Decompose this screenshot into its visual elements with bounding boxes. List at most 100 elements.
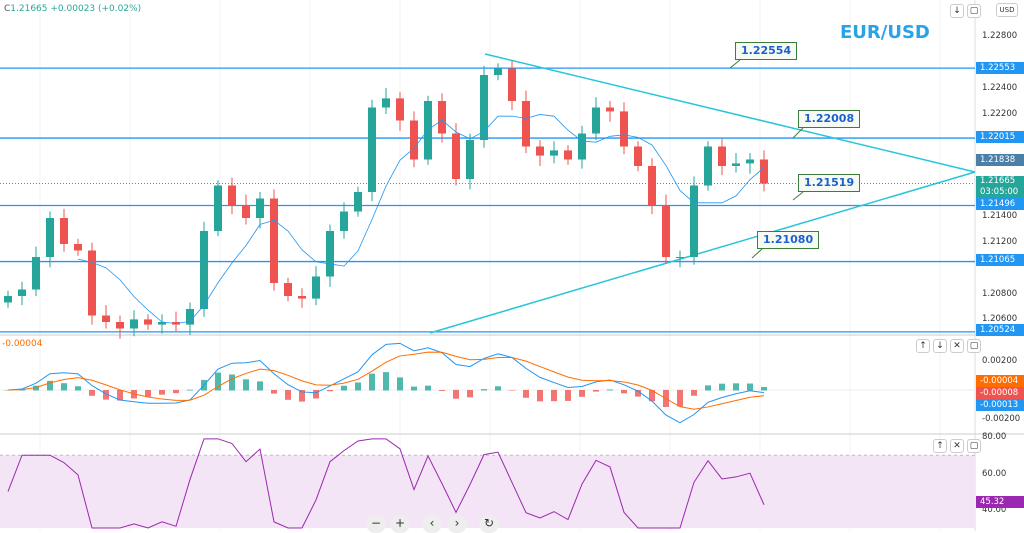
rsi-up-button[interactable]: ↑ <box>933 439 947 453</box>
candle <box>144 319 152 325</box>
countdown: 03:05:00 <box>980 187 1019 197</box>
level-tag: 1.22015 <box>976 131 1024 143</box>
macd-histogram-bar <box>89 390 95 396</box>
level-tag: 1.21065 <box>976 254 1024 266</box>
price-tick: 1.22200 <box>982 109 1018 119</box>
macd-histogram-bar <box>355 382 361 391</box>
macd-tag: -0.00004 <box>976 375 1024 387</box>
macd-histogram-bar <box>285 390 291 400</box>
macd-down-button[interactable]: ↓ <box>933 339 947 353</box>
macd-histogram-bar <box>383 372 389 391</box>
macd-histogram-bar <box>145 390 151 397</box>
price-tick: 1.22400 <box>982 83 1018 93</box>
macd-line <box>7 342 765 424</box>
candle <box>396 98 404 121</box>
macd-histogram-bar <box>103 390 109 400</box>
level-tag: 1.21496 <box>976 198 1024 210</box>
macd-tick: -0.00200 <box>982 414 1021 424</box>
signal-line <box>7 351 765 410</box>
macd-histogram-bar <box>481 389 487 391</box>
scroll-left-button[interactable]: ‹ <box>422 515 442 533</box>
candle <box>718 146 726 166</box>
reset-chart-button[interactable]: ↻ <box>479 515 499 533</box>
candle <box>620 111 628 147</box>
candle <box>46 218 54 257</box>
macd-histogram-bar <box>453 390 459 399</box>
candle <box>760 159 768 184</box>
candle <box>662 205 670 257</box>
current-tag: 1.21838 <box>976 154 1024 166</box>
last-price: 1.21665 <box>980 176 1016 186</box>
macd-histogram-bar <box>159 390 165 395</box>
annotation-label[interactable]: 1.21519 <box>798 174 861 192</box>
candle <box>158 322 166 325</box>
candle <box>130 319 138 329</box>
candle <box>326 231 334 277</box>
macd-up-button[interactable]: ↑ <box>916 339 930 353</box>
annotation-label[interactable]: 1.22554 <box>735 42 798 60</box>
price-tick: 1.21400 <box>982 211 1018 221</box>
macd-histogram-bar <box>677 390 683 407</box>
annotation-label[interactable]: 1.22008 <box>798 110 861 128</box>
candle <box>60 218 68 244</box>
annotation-label[interactable]: 1.21080 <box>757 231 820 249</box>
candle <box>494 68 502 75</box>
scroll-right-button[interactable]: › <box>447 515 467 533</box>
macd-tag: -0.00008 <box>976 387 1024 399</box>
annotation-pointer <box>729 59 741 69</box>
rsi-max-button[interactable]: ▢ <box>967 439 981 453</box>
macd-histogram-bar <box>593 390 599 392</box>
candle <box>340 211 348 231</box>
zoom-out-button[interactable]: − <box>366 515 386 533</box>
price-tick: 1.22800 <box>982 31 1018 41</box>
rsi-close-button[interactable]: ✕ <box>950 439 964 453</box>
macd-histogram-bar <box>579 390 585 397</box>
candle <box>522 101 530 147</box>
macd-histogram-bar <box>243 379 249 391</box>
macd-histogram-bar <box>173 390 179 394</box>
macd-histogram-bar <box>411 386 417 391</box>
descending-trendline <box>484 53 976 173</box>
price-tick: 1.20600 <box>982 314 1018 324</box>
candle <box>228 185 236 205</box>
macd-histogram-bar <box>761 386 767 391</box>
close-value: 1.21665 <box>10 4 48 14</box>
macd-histogram-bar <box>509 390 515 391</box>
currency-button[interactable]: USD <box>996 3 1018 17</box>
candle <box>438 101 446 134</box>
macd-histogram-bar <box>747 383 753 391</box>
macd-histogram-bar <box>551 390 557 402</box>
macd-histogram-bar <box>327 390 333 392</box>
macd-close-button[interactable]: ✕ <box>950 339 964 353</box>
macd-histogram-bar <box>635 390 641 397</box>
macd-histogram-bar <box>649 390 655 402</box>
macd-max-button[interactable]: ▢ <box>967 339 981 353</box>
candle <box>704 146 712 186</box>
level-tag: 1.20524 <box>976 324 1024 336</box>
macd-legend-value: -0.00004 <box>2 339 43 349</box>
macd-histogram-bar <box>117 390 123 401</box>
candle <box>214 185 222 231</box>
macd-histogram-bar <box>621 390 627 394</box>
candle <box>270 198 278 283</box>
candle <box>536 146 544 156</box>
move-down-button[interactable]: ↓ <box>950 4 964 18</box>
zoom-in-button[interactable]: + <box>390 515 410 533</box>
candle <box>312 276 320 299</box>
level-tag: 1.22553 <box>976 62 1024 74</box>
rsi-line <box>7 438 765 529</box>
candle <box>102 315 110 322</box>
candle <box>550 150 558 156</box>
annotation-pointer <box>792 127 804 139</box>
candle <box>284 283 292 296</box>
macd-histogram-bar <box>705 385 711 391</box>
ohlc-legend: C1.21665 +0.00023 (+0.02%) <box>4 4 141 14</box>
macd-histogram-bar <box>439 390 445 391</box>
maximize-button[interactable]: ▢ <box>967 4 981 18</box>
candle <box>746 159 754 164</box>
macd-histogram-bar <box>607 389 613 391</box>
macd-histogram-bar <box>691 390 697 396</box>
annotation-pointer <box>792 191 804 201</box>
candle <box>88 250 96 316</box>
